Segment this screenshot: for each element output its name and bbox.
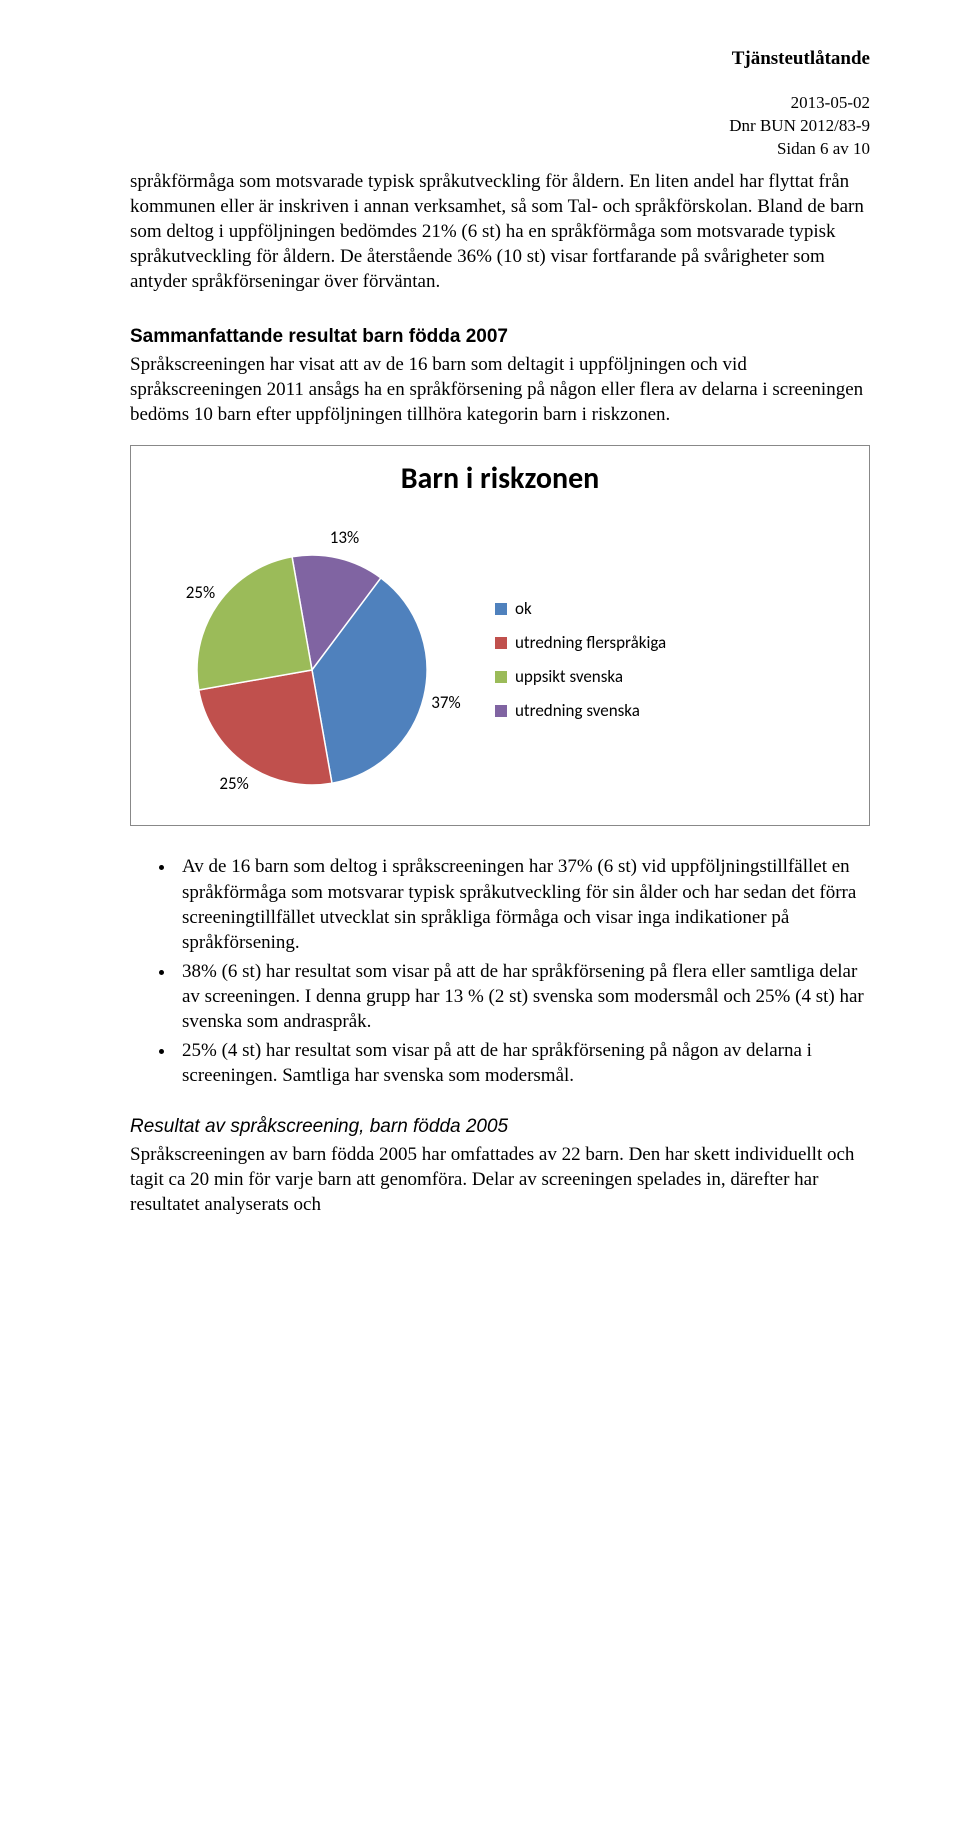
pie-slice-label: 25% [219, 773, 248, 794]
pie-slice-label: 13% [330, 527, 359, 548]
legend-item: uppsikt svenska [495, 660, 666, 694]
legend-item: ok [495, 592, 666, 626]
bullet-item: 38% (6 st) har resultat som visar på att… [176, 959, 870, 1034]
chart-container: Barn i riskzonen 13%37%25%25% okutrednin… [130, 445, 870, 826]
paragraph-1: språkförmåga som motsvarade typisk språk… [130, 169, 870, 294]
legend-label: utredning svenska [515, 694, 640, 728]
header-date: 2013-05-02 [130, 92, 870, 115]
pie-chart: 13% 37% 25% 25% [167, 515, 457, 805]
legend-item: utredning flerspråkiga [495, 626, 666, 660]
pie-slice [197, 557, 312, 690]
legend-swatch [495, 637, 507, 649]
doc-type: Tjänsteutlåtande [130, 48, 870, 70]
legend-item: utredning svenska [495, 694, 666, 728]
header-page: Sidan 6 av 10 [130, 138, 870, 161]
legend-swatch [495, 603, 507, 615]
chart-title: Barn i riskzonen [149, 460, 851, 497]
bullet-list: Av de 16 barn som deltog i språkscreenin… [130, 854, 870, 1088]
legend-swatch [495, 671, 507, 683]
subheading: Resultat av språkscreening, barn födda 2… [130, 1116, 870, 1138]
page: Tjänsteutlåtande 2013-05-02 Dnr BUN 2012… [0, 0, 960, 1283]
pie-svg [167, 515, 457, 805]
bullet-item: Av de 16 barn som deltog i språkscreenin… [176, 854, 870, 954]
section-heading: Sammanfattande resultat barn födda 2007 [130, 326, 870, 348]
paragraph-2: Språkscreeningen har visat att av de 16 … [130, 352, 870, 427]
chart-row: 13% 37% 25% 25% okutredning flerspråkigaupp… [149, 515, 851, 805]
page-header: Tjänsteutlåtande 2013-05-02 Dnr BUN 2012… [130, 48, 870, 161]
legend-label: utredning flerspråkiga [515, 626, 666, 660]
bullet-item: 25% (4 st) har resultat som visar på att… [176, 1038, 870, 1088]
chart-legend: okutredning flerspråkigauppsikt svenskau… [495, 592, 666, 728]
legend-label: uppsikt svenska [515, 660, 623, 694]
pie-slice-label: 37% [431, 692, 460, 713]
header-dnr: Dnr BUN 2012/83-9 [130, 115, 870, 138]
legend-label: ok [515, 592, 532, 626]
pie-slice [199, 670, 332, 785]
header-meta: 2013-05-02 Dnr BUN 2012/83-9 Sidan 6 av … [130, 92, 870, 161]
paragraph-3: Språkscreeningen av barn födda 2005 har … [130, 1142, 870, 1217]
legend-swatch [495, 705, 507, 717]
pie-slice-label: 25% [186, 582, 215, 603]
